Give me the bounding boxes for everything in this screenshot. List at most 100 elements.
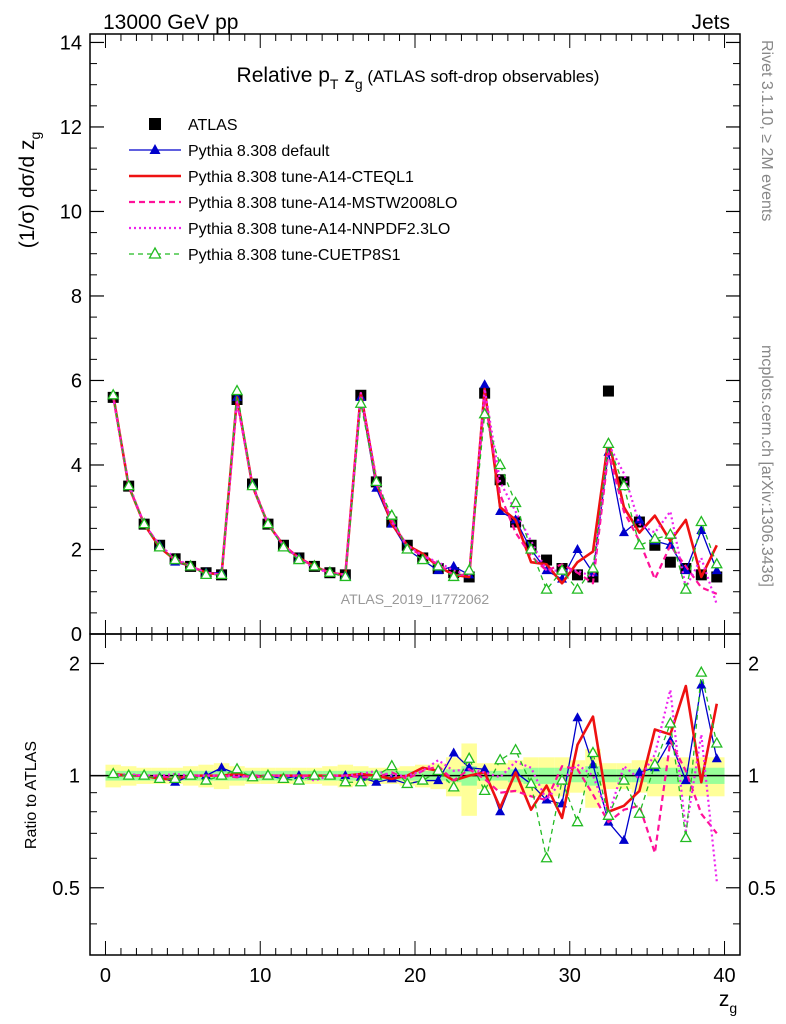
main-y-tick-label: 2 bbox=[71, 539, 82, 561]
ratio-cuetp8s1-marker bbox=[199, 773, 213, 785]
series-atlas bbox=[107, 385, 723, 583]
x-tick-label: 0 bbox=[100, 965, 111, 987]
default-marker bbox=[448, 560, 459, 570]
main-y-tick-label: 10 bbox=[60, 201, 82, 223]
ratio-line-pythia-8-308-default bbox=[113, 684, 718, 842]
ratio-default-marker bbox=[433, 775, 444, 785]
ratio-cuetp8s1-marker bbox=[509, 743, 522, 755]
cuetp8s1-marker bbox=[463, 563, 476, 575]
legend-label: Pythia 8.308 tune-A14-NNPDF2.3LO bbox=[188, 221, 450, 238]
cuetp8s1-marker bbox=[292, 553, 306, 565]
ratio-panel: 0.5 0.51 12 20 10 20 30 40 Ratio to ATLAS zg bbox=[23, 633, 776, 1016]
ratio-y-tick-label: 0.5 bbox=[52, 878, 80, 900]
atlas-data-point bbox=[649, 539, 661, 551]
legend-entry-pythia-8-308-tune-a14-nnpdf2-3lo: Pythia 8.308 tune-A14-NNPDF2.3LO bbox=[129, 221, 450, 238]
legend-triangle-marker bbox=[149, 144, 161, 154]
ratio-cuetp8s1-marker bbox=[354, 775, 367, 787]
ratio-default-marker bbox=[634, 766, 645, 776]
ratio-series-pythia-8-308-tune-a14-mstw2008lo bbox=[113, 739, 718, 855]
main-y-tick-label: 4 bbox=[71, 455, 82, 477]
ratio-cuetp8s1-marker bbox=[648, 757, 661, 769]
main-y-tick-label: 14 bbox=[60, 32, 82, 54]
mcplots-reference-label: mcplots.cern.ch [arXiv:1306.3436] bbox=[758, 345, 775, 587]
ratio-default-marker bbox=[696, 679, 707, 689]
ratio-y-tick-label-right: 0.5 bbox=[748, 878, 776, 900]
ratio-line-pythia-8-308-tune-cuetp8s1 bbox=[113, 671, 718, 859]
cuetp8s1-marker bbox=[509, 496, 522, 508]
cuetp8s1-marker bbox=[339, 570, 352, 582]
cuetp8s1-marker bbox=[602, 437, 615, 449]
ratio-y-tick-label: 2 bbox=[69, 653, 80, 675]
ratio-cuetp8s1-marker bbox=[494, 753, 507, 765]
ratio-line-pythia-8-308-tune-a14-nnpdf2-3lo bbox=[113, 688, 718, 882]
legend-entry-pythia-8-308-tune-cuetp8s1: Pythia 8.308 tune-CUETP8S1 bbox=[129, 246, 401, 264]
legend-label: ATLAS bbox=[188, 117, 238, 134]
cuetp8s1-marker bbox=[679, 582, 692, 594]
series-line-pythia-8-308-tune-cuetp8s1 bbox=[112, 390, 718, 591]
legend-label: Pythia 8.308 default bbox=[188, 143, 330, 160]
default-marker bbox=[696, 524, 707, 534]
atlas-data-point bbox=[602, 385, 614, 397]
ratio-cuetp8s1-marker bbox=[138, 768, 151, 780]
series-line-pythia-8-308-tune-a14-nnpdf2-3lo bbox=[112, 387, 718, 605]
ratio-default-marker bbox=[541, 794, 552, 804]
cuetp8s1-marker bbox=[633, 538, 646, 550]
cuetp8s1-marker bbox=[246, 479, 259, 491]
cuetp8s1-marker bbox=[695, 515, 708, 527]
ratio-cuetp8s1-marker bbox=[617, 773, 631, 785]
cuetp8s1-marker bbox=[184, 559, 197, 571]
ratio-default-marker bbox=[618, 834, 629, 844]
rivet-version-label: Rivet 3.1.10, ≥ 2M events bbox=[758, 40, 775, 221]
x-tick-label: 20 bbox=[404, 965, 426, 987]
ratio-cuetp8s1-marker bbox=[169, 772, 182, 784]
ratio-cuetp8s1-marker bbox=[664, 716, 677, 728]
main-data-layer bbox=[107, 379, 723, 605]
legend-label: Pythia 8.308 tune-CUETP8S1 bbox=[188, 247, 401, 264]
main-y-tick-label: 8 bbox=[71, 286, 82, 308]
atlas-data-point bbox=[711, 571, 723, 583]
ratio-default-marker bbox=[448, 747, 459, 757]
cuetp8s1-marker bbox=[199, 568, 213, 579]
ratio-series-pythia-8-308-tune-cuetp8s1 bbox=[107, 665, 723, 863]
analysis-id-label: ATLAS_2019_I1772062 bbox=[341, 591, 490, 607]
ratio-cuetp8s1-marker bbox=[308, 768, 321, 780]
series-pythia-8-308-tune-cuetp8s1 bbox=[107, 384, 723, 594]
ratio-plot-frame bbox=[89, 633, 741, 956]
ratio-cuetp8s1-marker bbox=[246, 770, 259, 782]
ratio-cuetp8s1-marker bbox=[710, 736, 723, 748]
default-marker bbox=[618, 527, 629, 537]
ratio-cuetp8s1-marker bbox=[184, 768, 197, 780]
ratio-cuetp8s1-marker bbox=[230, 762, 244, 774]
cuetp8s1-marker bbox=[648, 532, 661, 544]
legend-label: Pythia 8.308 tune-A14-CTEQL1 bbox=[188, 169, 414, 186]
ratio-cuetp8s1-marker bbox=[478, 784, 491, 796]
ratio-y-tick-label-right: 2 bbox=[748, 653, 759, 675]
ratio-cuetp8s1-marker bbox=[432, 764, 445, 776]
ratio-default-marker bbox=[464, 762, 475, 772]
ratio-cuetp8s1-marker bbox=[292, 773, 306, 785]
legend-square-marker bbox=[149, 118, 161, 130]
ratio-series-pythia-8-308-tune-a14-cteql1 bbox=[113, 684, 719, 820]
ratio-cuetp8s1-marker bbox=[323, 768, 336, 780]
ratio-cuetp8s1-marker bbox=[277, 772, 290, 784]
x-tick-label: 40 bbox=[713, 965, 735, 987]
ratio-y-tick-label-right: 1 bbox=[748, 766, 759, 788]
ratio-cuetp8s1-marker bbox=[602, 808, 615, 820]
cuetp8s1-marker bbox=[308, 559, 321, 571]
main-y-tick-label: 0 bbox=[71, 624, 82, 646]
atlas-data-point bbox=[664, 556, 676, 568]
legend: ATLAS Pythia 8.308 default Pythia 8.308 tu… bbox=[129, 117, 457, 264]
main-axis-ticks: 0 2 4 6 8 10 12 14 bbox=[60, 32, 740, 646]
ratio-default-marker bbox=[216, 762, 227, 772]
cuetp8s1-marker bbox=[432, 559, 445, 571]
ratio-y-axis-label: Ratio to ATLAS bbox=[23, 741, 40, 849]
ratio-cuetp8s1-marker bbox=[370, 768, 383, 780]
ratio-cuetp8s1-marker bbox=[385, 759, 398, 771]
cuetp8s1-marker bbox=[215, 568, 228, 579]
series-pythia-8-308-tune-a14-nnpdf2-3lo bbox=[112, 387, 718, 605]
ratio-default-marker bbox=[711, 753, 722, 763]
ratio-cuetp8s1-marker bbox=[555, 773, 569, 785]
ratio-series-pythia-8-308-default bbox=[108, 679, 722, 844]
cuetp8s1-marker bbox=[370, 475, 383, 487]
